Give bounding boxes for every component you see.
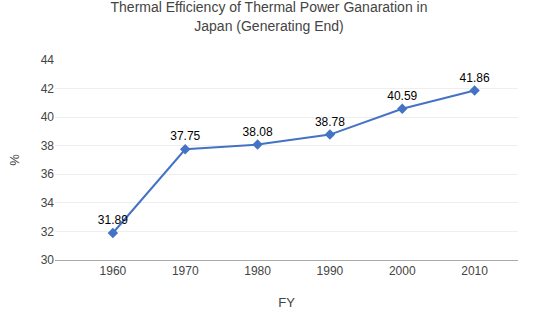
svg-text:40.59: 40.59 — [387, 89, 417, 103]
svg-text:37.75: 37.75 — [170, 129, 200, 143]
svg-text:Thermal Efficiency of Thermal: Thermal Efficiency of Thermal Power Gana… — [111, 0, 428, 34]
svg-text:32: 32 — [41, 225, 55, 239]
svg-text:38.08: 38.08 — [243, 125, 273, 139]
svg-text:36: 36 — [41, 167, 55, 181]
svg-text:1970: 1970 — [172, 264, 199, 278]
svg-text:FY: FY — [278, 295, 295, 310]
svg-text:2010: 2010 — [461, 264, 488, 278]
svg-text:1960: 1960 — [100, 264, 127, 278]
svg-text:42: 42 — [41, 82, 55, 96]
svg-text:41.86: 41.86 — [460, 71, 490, 85]
svg-text:44: 44 — [41, 53, 55, 67]
svg-text:38.78: 38.78 — [315, 115, 345, 129]
svg-text:31.89: 31.89 — [98, 213, 128, 227]
svg-text:38: 38 — [41, 139, 55, 153]
svg-text:40: 40 — [41, 110, 55, 124]
svg-text:2000: 2000 — [389, 264, 416, 278]
svg-text:1990: 1990 — [317, 264, 344, 278]
svg-text:34: 34 — [41, 196, 55, 210]
svg-text:30: 30 — [41, 253, 55, 267]
svg-text:%: % — [7, 154, 22, 166]
svg-text:1980: 1980 — [244, 264, 271, 278]
